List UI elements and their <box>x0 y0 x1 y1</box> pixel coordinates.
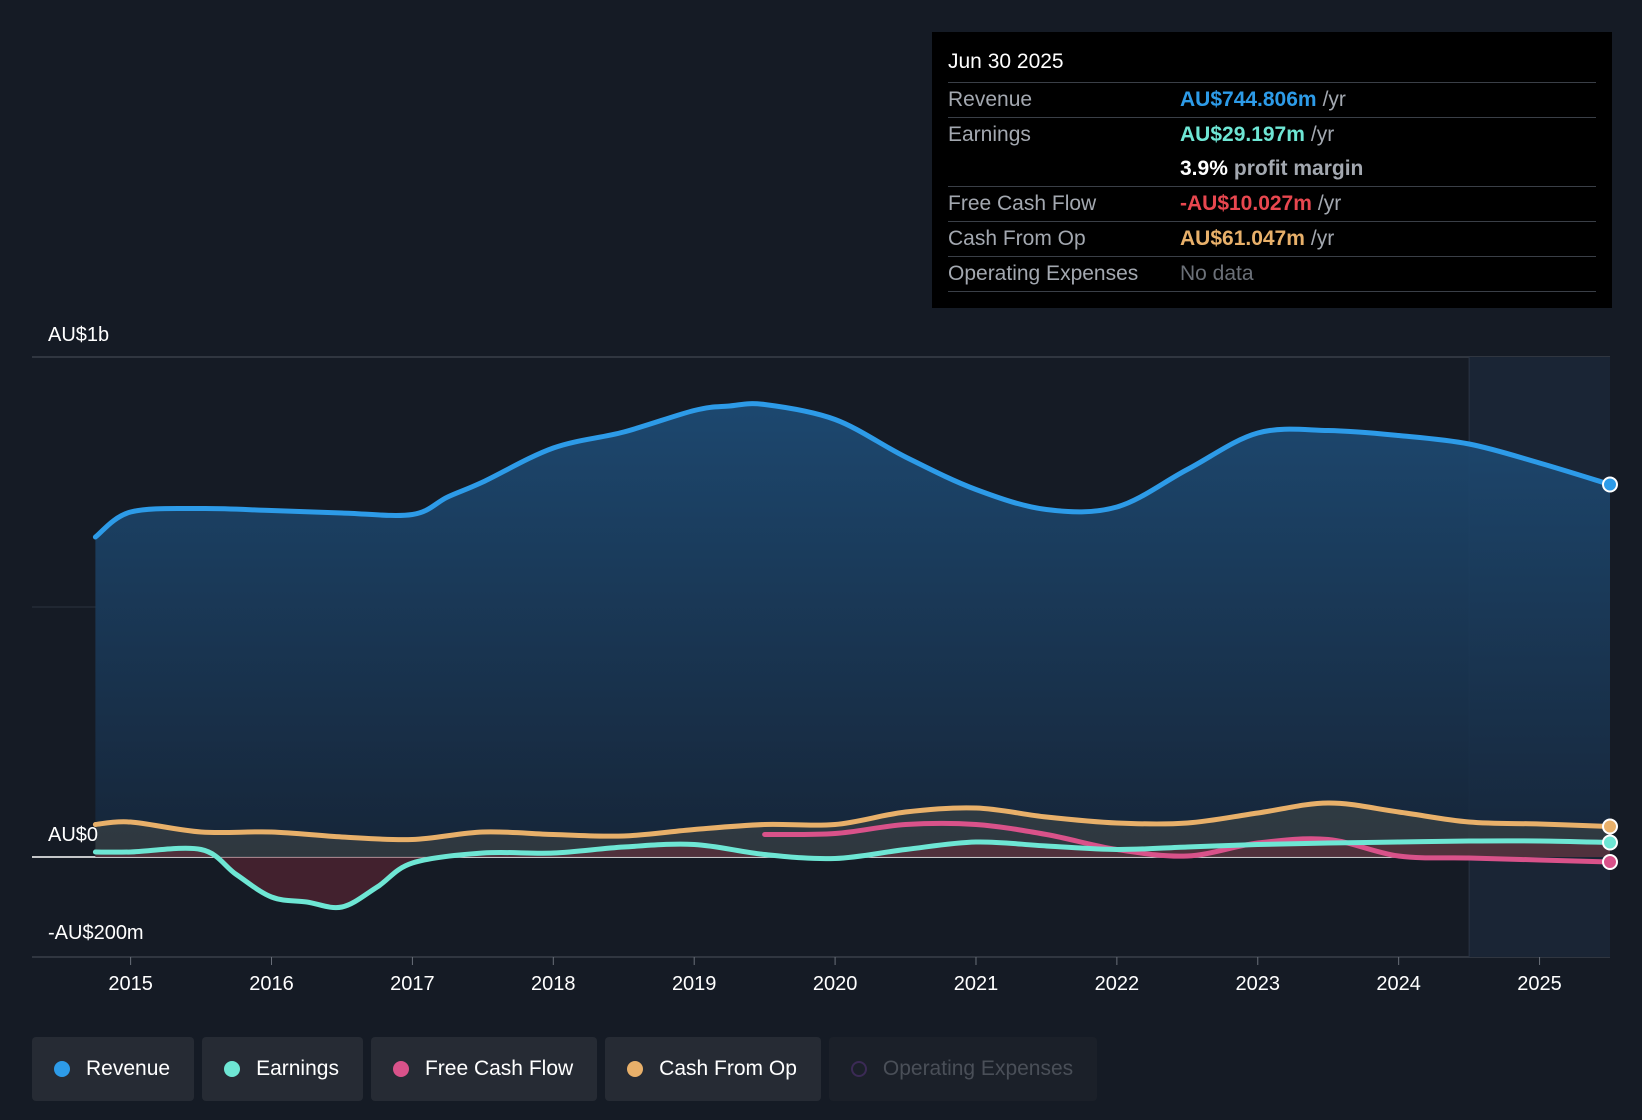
earnings-line <box>92 838 1613 911</box>
tooltip-unit: /yr <box>1322 88 1346 111</box>
operating-expenses-dot-icon <box>850 1061 867 1077</box>
xtick-label: 2017 <box>390 973 435 995</box>
legend-earnings-button[interactable]: Earnings <box>202 1037 363 1101</box>
xtick-label: 2023 <box>1236 973 1281 995</box>
xtick-label: 2019 <box>672 973 717 995</box>
xtick-label: 2018 <box>531 973 576 995</box>
tooltip-row-operating-expenses: Operating Expenses No data <box>948 256 1596 292</box>
tooltip-row-earnings: Earnings AU$29.197m /yr <box>948 117 1596 152</box>
legend-free-cash-flow-button[interactable]: Free Cash Flow <box>370 1037 598 1101</box>
cash-from-op-end-marker <box>1602 818 1618 835</box>
legend-label: Revenue <box>86 1057 171 1080</box>
tooltip-label: Revenue <box>948 88 1033 111</box>
legend-cash-from-op-button[interactable]: Cash From Op <box>605 1037 821 1101</box>
xtick-label: 2022 <box>1095 973 1140 995</box>
earnings-area <box>95 840 1611 908</box>
ytick-1b: AU$1b <box>48 324 109 346</box>
xtick-label: 2025 <box>1517 973 1562 995</box>
cash-from-op-dot-icon <box>627 1061 644 1077</box>
tooltip-label: Earnings <box>948 123 1031 146</box>
tooltip-label: Cash From Op <box>948 227 1086 250</box>
revenue-end-marker <box>1602 476 1618 493</box>
tooltip-label: Free Cash Flow <box>948 192 1097 215</box>
xtick-label: 2021 <box>954 973 999 995</box>
xtick-label: 2024 <box>1376 973 1421 995</box>
tooltip-row-revenue: Revenue AU$744.806m /yr <box>948 82 1596 117</box>
tooltip-unit: /yr <box>1310 123 1335 146</box>
cash-from-op-line <box>92 800 1613 843</box>
tooltip-value: No data <box>1180 262 1254 285</box>
legend: Revenue Earnings Free Cash Flow Cash Fro… <box>32 1037 1098 1101</box>
free-cash-flow-end-marker <box>1602 854 1618 870</box>
tooltip-value: -AU$10.027m <box>1180 192 1312 215</box>
tooltip-unit: /yr <box>1317 192 1342 215</box>
legend-label: Operating Expenses <box>882 1057 1074 1080</box>
tooltip-label: Operating Expenses <box>948 262 1139 285</box>
ytick-0: AU$0 <box>48 824 98 846</box>
tooltip-row-cash-from-op: Cash From Op AU$61.047m /yr <box>948 221 1596 256</box>
ytick-neg200m: -AU$200m <box>48 922 144 944</box>
tooltip-unit: profit margin <box>1233 157 1364 180</box>
revenue-dot-icon <box>54 1061 70 1077</box>
tooltip-panel: Jun 30 2025 Revenue AU$744.806m /yr Earn… <box>932 32 1612 308</box>
xtick-label: 2016 <box>249 973 294 995</box>
legend-revenue-button[interactable]: Revenue <box>32 1037 195 1101</box>
tooltip-value: AU$744.806m <box>1180 88 1317 111</box>
legend-operating-expenses-button[interactable]: Operating Expenses <box>828 1037 1098 1101</box>
free-cash-flow-line <box>762 820 1613 865</box>
tooltip-value: AU$61.047m <box>1180 227 1305 250</box>
earnings-end-marker <box>1602 834 1618 851</box>
legend-label: Earnings <box>256 1057 339 1080</box>
legend-label: Cash From Op <box>659 1057 797 1080</box>
free-cash-flow-dot-icon <box>392 1061 409 1077</box>
tooltip-row-free-cash-flow: Free Cash Flow -AU$10.027m /yr <box>948 186 1596 221</box>
tooltip-value: 3.9% <box>1180 157 1228 180</box>
xtick-label: 2020 <box>813 973 858 995</box>
legend-label: Free Cash Flow <box>424 1057 574 1080</box>
tooltip-value: AU$29.197m <box>1180 123 1305 146</box>
earnings-dot-icon <box>224 1061 241 1077</box>
tooltip-date: Jun 30 2025 <box>948 50 1064 73</box>
tooltip-unit: /yr <box>1310 227 1335 250</box>
revenue-line <box>92 401 1613 540</box>
xtick-label: 2015 <box>108 973 153 995</box>
revenue-area <box>95 403 1611 857</box>
tooltip-row-profit-margin: 3.9% profit margin <box>948 152 1596 186</box>
